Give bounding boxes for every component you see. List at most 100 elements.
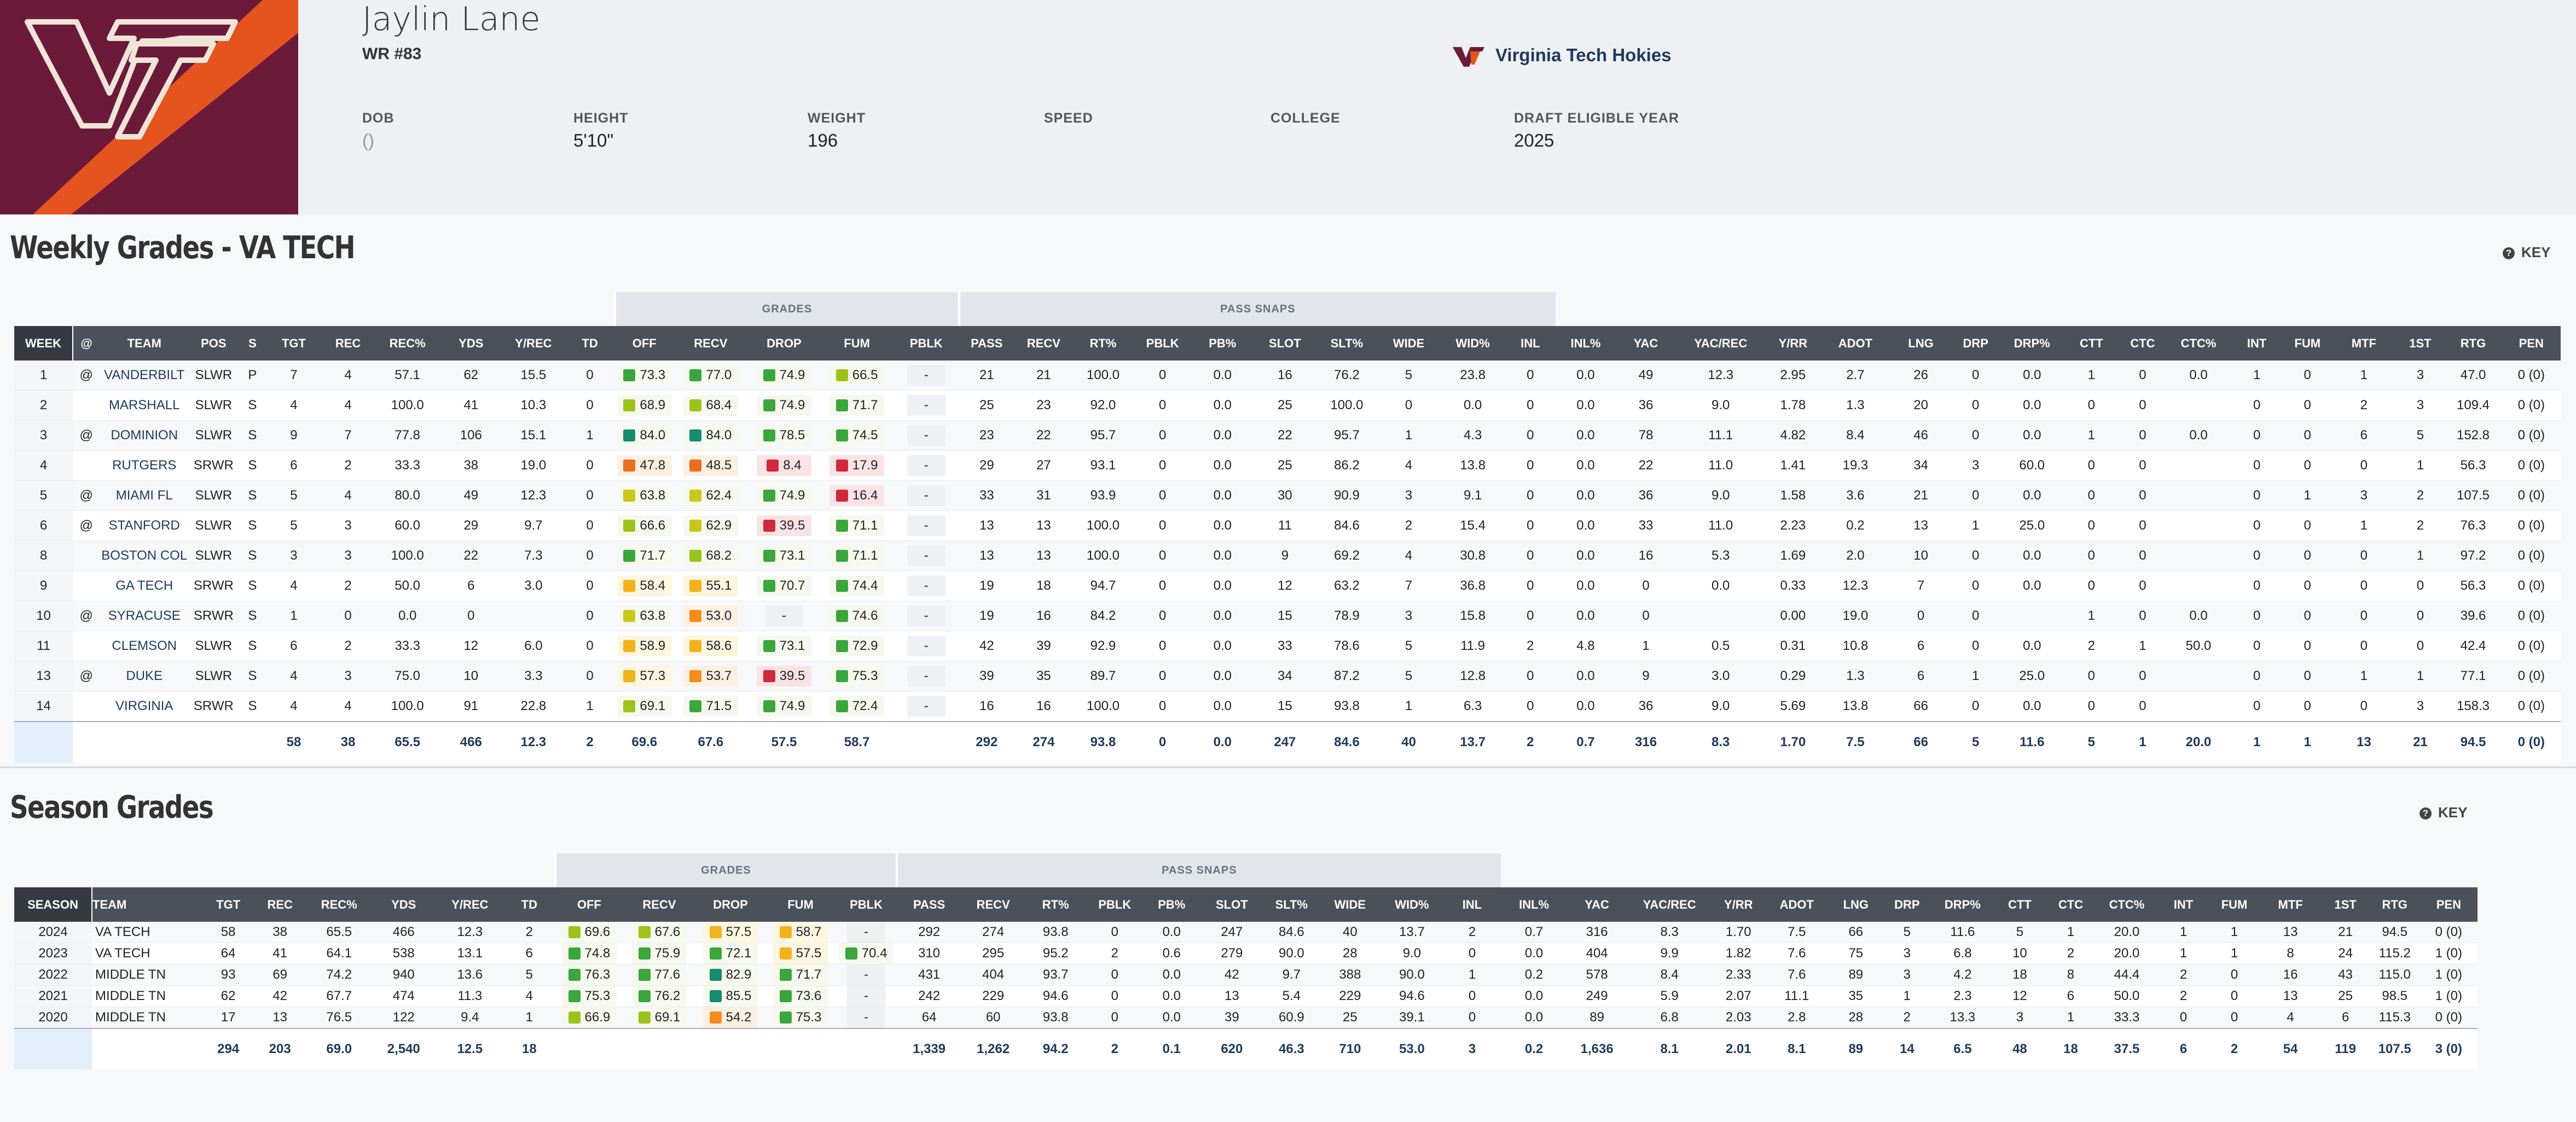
cell-team[interactable]: RUTGERS [100, 450, 189, 481]
column-header-pos[interactable]: POS [189, 326, 239, 361]
column-header-recv[interactable]: RECV [1014, 326, 1073, 361]
column-header-ctc[interactable]: CTC [2045, 887, 2096, 922]
column-header-week[interactable]: WEEK [14, 326, 74, 361]
cell-team[interactable]: MARSHALL [100, 390, 189, 421]
column-header-wid[interactable]: WID% [1380, 887, 1443, 922]
column-header-drop[interactable]: DROP [695, 887, 765, 922]
column-header-fum[interactable]: FUM [820, 326, 894, 361]
column-header-pblk[interactable]: PBLK [1133, 326, 1192, 361]
column-header-ctc[interactable]: CTC [2118, 326, 2167, 361]
team-link[interactable]: Virginia Tech Hokies [1495, 45, 1672, 65]
column-header-ctc[interactable]: CTC% [2096, 887, 2158, 922]
column-header-team[interactable]: TEAM [100, 326, 189, 361]
column-header-season[interactable]: SEASON [14, 887, 93, 922]
column-header-yac[interactable]: YAC [1616, 326, 1676, 361]
column-header-tgt[interactable]: TGT [204, 887, 253, 922]
column-header-yac[interactable]: YAC [1567, 887, 1627, 922]
column-header-yac-rec[interactable]: YAC/REC [1676, 326, 1766, 361]
column-header-fum[interactable]: FUM [2283, 326, 2332, 361]
column-header-off[interactable]: OFF [615, 326, 674, 361]
column-header-1st[interactable]: 1ST [2321, 887, 2370, 922]
column-header-td[interactable]: TD [503, 887, 556, 922]
column-header-off[interactable]: OFF [555, 887, 623, 922]
column-header-rec[interactable]: REC% [375, 326, 440, 361]
column-header-td[interactable]: TD [564, 326, 616, 361]
cell-yac: 9 [1616, 661, 1676, 691]
column-header-lng[interactable]: LNG [1829, 887, 1883, 922]
column-header-drp[interactable]: DRP [1883, 887, 1931, 922]
column-header-pass[interactable]: PASS [959, 326, 1014, 361]
column-header-mtf[interactable]: MTF [2259, 887, 2322, 922]
column-header-adot[interactable]: ADOT [1765, 887, 1829, 922]
column-header-drop[interactable]: DROP [747, 326, 821, 361]
column-header-inl[interactable]: INL% [1501, 887, 1568, 922]
column-header-col[interactable]: @ [73, 326, 100, 361]
cell-team[interactable]: DOMINION [100, 420, 189, 451]
column-header-slt[interactable]: SLT% [1316, 326, 1377, 361]
column-header-wide[interactable]: WIDE [1377, 326, 1441, 361]
column-header-mtf[interactable]: MTF [2331, 326, 2397, 361]
column-header-pb[interactable]: PB% [1142, 887, 1200, 922]
cell-team[interactable]: CLEMSON [100, 631, 189, 661]
column-header-yds[interactable]: YDS [439, 326, 502, 361]
column-header-team[interactable]: TEAM [92, 887, 205, 922]
column-header-int[interactable]: INT [2230, 326, 2284, 361]
column-header-wide[interactable]: WIDE [1319, 887, 1380, 922]
column-header-pblk[interactable]: PBLK [893, 326, 959, 361]
column-header-yds[interactable]: YDS [370, 887, 437, 922]
cell-team[interactable]: STANFORD [100, 510, 189, 541]
column-header-inl[interactable]: INL [1505, 326, 1556, 361]
column-header-rec[interactable]: REC% [308, 887, 371, 922]
cell-team[interactable]: SYRACUSE [100, 601, 189, 631]
weekly-key-button[interactable]: ? KEY [2503, 244, 2550, 261]
column-header-slot[interactable]: SLOT [1200, 887, 1263, 922]
column-header-adot[interactable]: ADOT [1820, 326, 1890, 361]
cell-team[interactable]: VANDERBILT [100, 361, 189, 391]
cell-team[interactable]: MIAMI FL [100, 480, 189, 511]
column-header-recv[interactable]: RECV [623, 887, 696, 922]
column-header-slt[interactable]: SLT% [1263, 887, 1320, 922]
cell-team[interactable]: VIRGINIA [100, 691, 189, 722]
column-header-fum[interactable]: FUM [2209, 887, 2260, 922]
column-header-inl[interactable]: INL [1443, 887, 1501, 922]
column-header-tgt[interactable]: TGT [266, 326, 321, 361]
column-header-pen[interactable]: PEN [2502, 326, 2561, 361]
column-header-pblk[interactable]: PBLK [1086, 887, 1143, 922]
cell-team[interactable]: BOSTON COL [100, 540, 189, 571]
column-header-y-rec[interactable]: Y/REC [502, 326, 565, 361]
column-header-recv[interactable]: RECV [674, 326, 748, 361]
column-header-rt[interactable]: RT% [1072, 326, 1134, 361]
column-header-drp[interactable]: DRP [1951, 326, 2000, 361]
column-header-inl[interactable]: INL% [1555, 326, 1616, 361]
column-header-ctc[interactable]: CTC% [2166, 326, 2231, 361]
column-header-wid[interactable]: WID% [1440, 326, 1505, 361]
column-header-1st[interactable]: 1ST [2396, 326, 2445, 361]
column-header-pen[interactable]: PEN [2420, 887, 2478, 922]
column-header-rtg[interactable]: RTG [2369, 887, 2420, 922]
column-header-s[interactable]: S [238, 326, 267, 361]
column-header-rec[interactable]: REC [321, 326, 375, 361]
cell-team[interactable]: GA TECH [100, 571, 189, 601]
season-key-button[interactable]: ? KEY [2420, 804, 2467, 821]
column-header-yac-rec[interactable]: YAC/REC [1627, 887, 1713, 922]
column-header-pb[interactable]: PB% [1192, 326, 1254, 361]
column-header-lng[interactable]: LNG [1890, 326, 1952, 361]
column-header-rt[interactable]: RT% [1024, 887, 1087, 922]
column-header-y-rec[interactable]: Y/REC [437, 887, 503, 922]
column-header-rtg[interactable]: RTG [2444, 326, 2502, 361]
column-header-y-rr[interactable]: Y/RR [1712, 887, 1765, 922]
column-header-y-rr[interactable]: Y/RR [1765, 326, 1821, 361]
cell-team[interactable]: DUKE [100, 661, 189, 691]
column-header-recv[interactable]: RECV [961, 887, 1025, 922]
column-header-drp[interactable]: DRP% [1931, 887, 1994, 922]
grade-value: 76.2 [654, 989, 681, 1003]
column-header-drp[interactable]: DRP% [1999, 326, 2064, 361]
column-header-slot[interactable]: SLOT [1253, 326, 1317, 361]
column-header-fum[interactable]: FUM [765, 887, 836, 922]
column-header-ctt[interactable]: CTT [2064, 326, 2119, 361]
column-header-pblk[interactable]: PBLK [836, 887, 897, 922]
column-header-ctt[interactable]: CTT [1994, 887, 2046, 922]
column-header-rec[interactable]: REC [252, 887, 308, 922]
column-header-pass[interactable]: PASS [896, 887, 962, 922]
column-header-int[interactable]: INT [2157, 887, 2209, 922]
